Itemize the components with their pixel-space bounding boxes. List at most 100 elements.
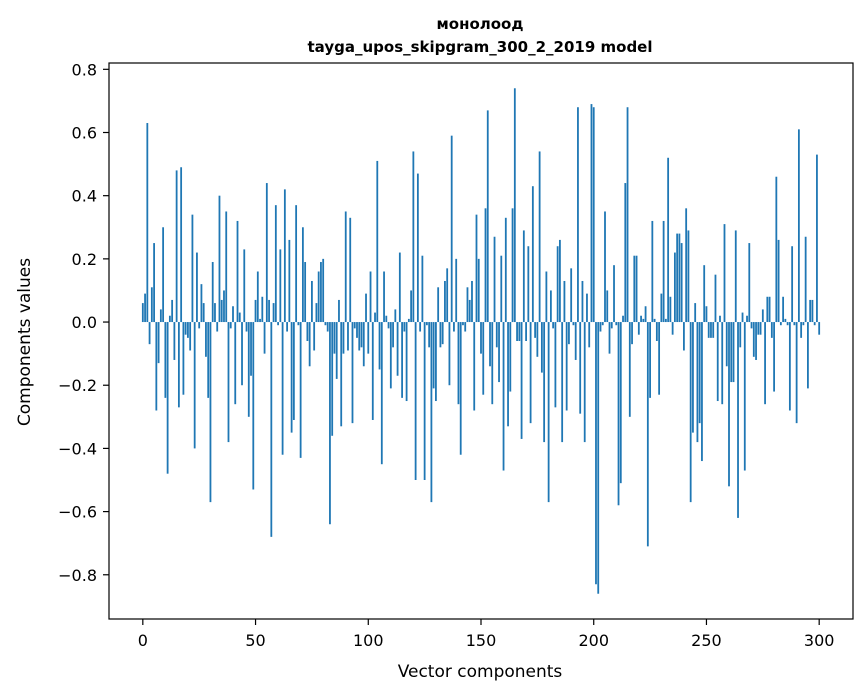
x-axis-ticks: 0 50 100 150 200 250 300: [138, 619, 834, 650]
bar: [168, 315, 171, 323]
bar: [619, 322, 622, 484]
y-axis-label: Components values: [15, 258, 35, 426]
x-tick-label: 250: [691, 631, 722, 650]
bar: [761, 309, 764, 323]
bar: [394, 309, 397, 323]
bar: [274, 205, 277, 323]
bar: [583, 322, 586, 443]
bar: [471, 280, 473, 323]
bar: [606, 290, 609, 323]
bar: [444, 280, 446, 323]
bar: [153, 243, 155, 323]
y-tick-label: 0.4: [72, 187, 97, 206]
bar: [495, 322, 498, 348]
bar: [358, 322, 361, 351]
bar: [651, 220, 654, 323]
bar: [464, 322, 467, 332]
bar: [187, 322, 189, 338]
x-axis-label: Vector components: [398, 662, 563, 682]
bar: [349, 217, 352, 323]
bar: [658, 322, 661, 395]
bar: [396, 322, 399, 376]
bar: [281, 322, 284, 455]
bar: [561, 322, 564, 443]
bar: [313, 322, 316, 351]
bar: [459, 322, 462, 455]
x-tick-label: 150: [466, 631, 497, 650]
bar: [809, 299, 812, 323]
bar: [423, 322, 426, 480]
bar: [182, 322, 185, 395]
bar: [272, 303, 275, 323]
bar: [595, 322, 597, 585]
bar: [157, 322, 160, 364]
chart-subtitle: tayga_upos_skipgram_300_2_2019 model: [308, 38, 653, 56]
y-axis-ticks: −0.8 −0.6 −0.4 −0.2 0.0 0.2 0.4 0.6 0.8: [58, 60, 109, 585]
bar: [734, 230, 737, 323]
bar: [554, 322, 557, 408]
bar: [626, 107, 629, 323]
bar: [669, 296, 672, 323]
bar: [347, 322, 349, 351]
bar: [466, 287, 469, 323]
bar: [667, 157, 670, 323]
bar: [538, 151, 541, 323]
bar: [644, 306, 647, 323]
bar: [642, 318, 645, 323]
bar: [448, 322, 451, 386]
bar: [525, 322, 527, 341]
bar: [340, 322, 343, 427]
bar: [694, 303, 697, 323]
bar: [489, 322, 491, 367]
bar: [292, 322, 295, 420]
bar: [344, 211, 347, 323]
bar: [590, 104, 593, 323]
bar: [159, 309, 162, 323]
y-tick-label: −0.2: [58, 376, 97, 395]
bar: [198, 322, 201, 329]
bar: [540, 322, 543, 373]
bar: [725, 322, 728, 367]
bar: [453, 322, 455, 332]
bar: [162, 227, 165, 323]
bar: [655, 322, 658, 341]
bar: [191, 214, 194, 323]
bar: [800, 322, 803, 338]
bar: [385, 315, 388, 323]
y-tick-label: 0.6: [72, 124, 97, 143]
bar: [421, 255, 424, 323]
bar: [640, 315, 642, 323]
bar: [743, 322, 746, 471]
bar: [209, 322, 212, 503]
bar: [166, 322, 169, 474]
bar: [252, 322, 255, 490]
bar: [586, 293, 588, 323]
bar: [689, 322, 692, 503]
bar: [189, 322, 192, 351]
bar: [401, 322, 403, 398]
bar: [234, 322, 237, 405]
bar: [207, 322, 210, 398]
bar: [673, 252, 676, 323]
bar: [265, 183, 268, 323]
bar: [714, 274, 717, 323]
bar: [687, 230, 690, 323]
bar: [504, 217, 507, 323]
bar: [782, 296, 785, 323]
bar: [283, 189, 286, 323]
bar: [216, 322, 219, 332]
bar: [477, 258, 480, 323]
bar: [435, 322, 437, 402]
bar: [588, 322, 591, 348]
bar: [227, 322, 230, 443]
bar: [450, 135, 453, 323]
bar: [164, 322, 167, 398]
bar: [455, 258, 458, 323]
bar: [398, 252, 401, 323]
bar: [214, 303, 216, 323]
bar: [604, 211, 606, 323]
bar: [371, 322, 374, 420]
bar: [764, 322, 766, 405]
bar: [664, 318, 667, 323]
bar: [308, 322, 311, 367]
